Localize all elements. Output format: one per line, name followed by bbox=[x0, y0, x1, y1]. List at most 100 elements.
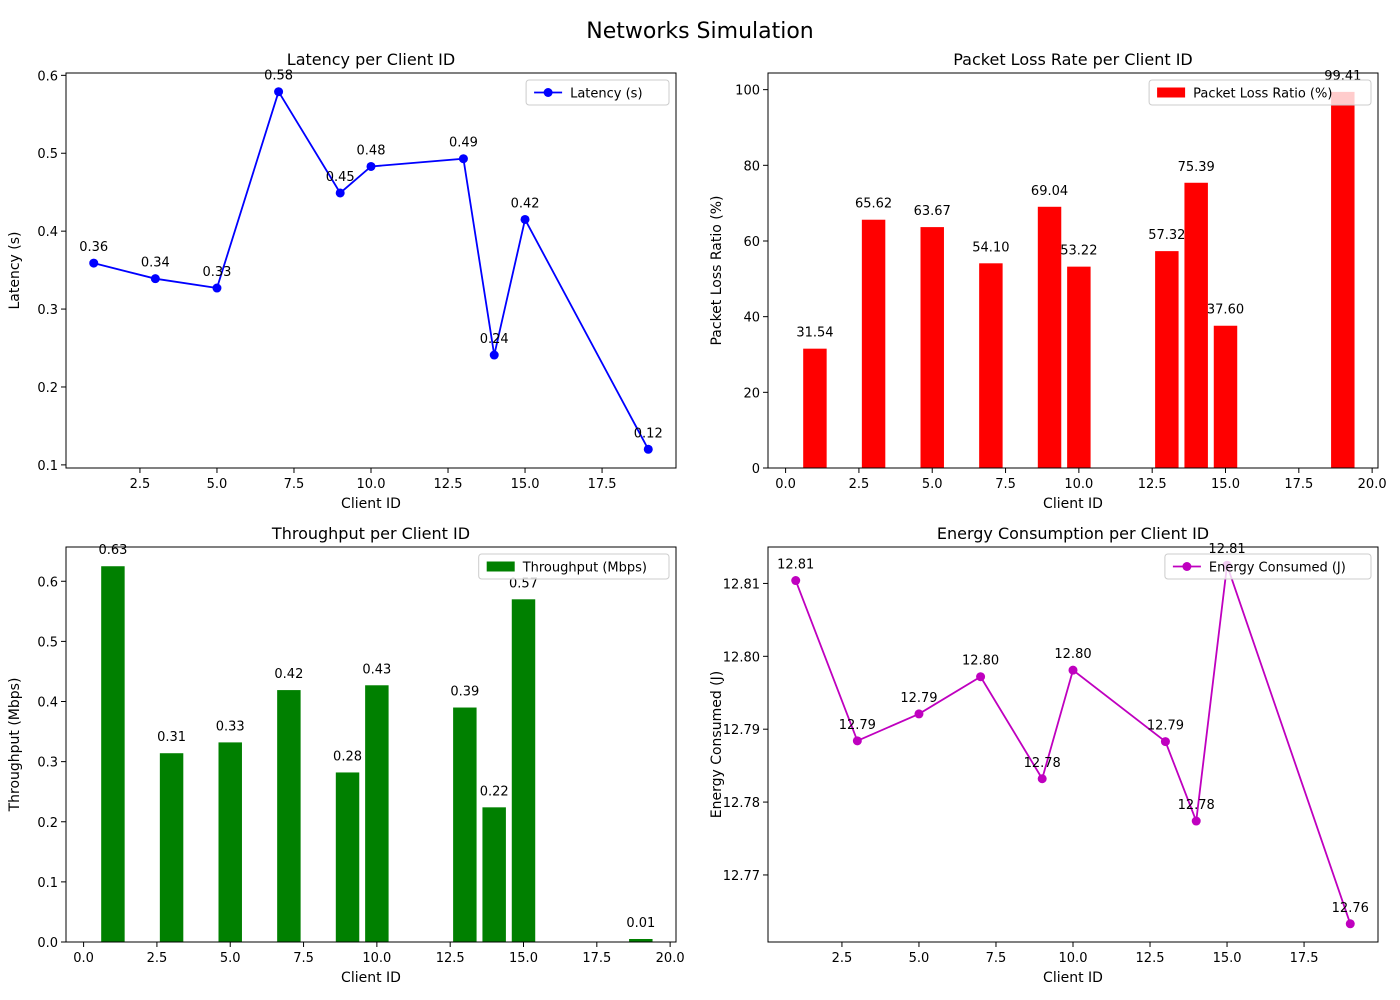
energy-data-point bbox=[1160, 737, 1170, 747]
latency-data-point bbox=[150, 274, 160, 284]
throughput-x-axis-label: Client ID bbox=[341, 970, 401, 986]
packet-loss-y-tick-label: 100 bbox=[735, 84, 760, 99]
panels: Latency per Client ID Client ID Latency (s… bbox=[7, 50, 1387, 986]
throughput-bar bbox=[511, 599, 536, 942]
latency-data-point bbox=[458, 154, 468, 164]
energy-data-label: 12.81 bbox=[1208, 542, 1245, 557]
energy-data-point bbox=[976, 672, 986, 682]
latency-legend-box bbox=[525, 79, 670, 106]
throughput-y-tick-label: 0.2 bbox=[37, 816, 58, 831]
throughput-bar bbox=[218, 742, 242, 942]
packet-loss-axes-frame bbox=[767, 72, 1379, 469]
throughput-data-label: 0.28 bbox=[333, 749, 362, 764]
energy-data-label: 12.79 bbox=[1147, 719, 1184, 734]
energy-y-tick-label: 12.81 bbox=[723, 577, 760, 592]
throughput-axes-frame bbox=[65, 546, 677, 943]
latency-data-point bbox=[335, 188, 345, 198]
energy-data-label: 12.78 bbox=[1024, 756, 1061, 771]
latency-y-tick-label: 0.3 bbox=[37, 303, 58, 318]
latency-data-label: 0.49 bbox=[449, 136, 478, 151]
energy-data-point bbox=[1191, 816, 1201, 826]
throughput-x-tick-label: 17.5 bbox=[582, 951, 611, 966]
packet-loss-legend-label: Packet Loss Ratio (%) bbox=[1193, 87, 1332, 102]
packet-loss-data-label: 57.32 bbox=[1148, 228, 1185, 243]
throughput-x-tick-label: 0.0 bbox=[73, 951, 94, 966]
latency-data-label: 0.24 bbox=[480, 332, 509, 347]
packet-loss-bar bbox=[920, 227, 944, 468]
latency-x-axis-label: Client ID bbox=[341, 496, 401, 512]
latency-data-label: 0.48 bbox=[357, 143, 386, 158]
energy-data-label: 12.80 bbox=[1054, 647, 1091, 662]
latency-x-tick-label: 15.0 bbox=[511, 477, 540, 492]
latency-legend-marker bbox=[543, 88, 553, 97]
energy-data-point bbox=[852, 736, 862, 746]
energy-chart-title: Energy Consumption per Client ID bbox=[937, 524, 1209, 543]
packet-loss-bar bbox=[803, 348, 827, 468]
packet-loss-data-label: 54.10 bbox=[972, 240, 1009, 255]
packet-loss-legend-box bbox=[1148, 79, 1372, 106]
energy-data-label: 12.81 bbox=[777, 558, 814, 573]
throughput-x-tick-label: 10.0 bbox=[362, 951, 391, 966]
latency-legend: Latency (s) bbox=[525, 79, 670, 106]
latency-y-tick-label: 0.5 bbox=[37, 147, 58, 162]
throughput-data-label: 0.57 bbox=[509, 576, 538, 591]
packet-loss-panel: Packet Loss Rate per Client ID Client ID P… bbox=[709, 50, 1387, 512]
packet-loss-y-axis-label: Packet Loss Ratio (%) bbox=[709, 195, 725, 345]
packet-loss-data-label: 37.60 bbox=[1207, 303, 1244, 318]
packet-loss-legend: Packet Loss Ratio (%) bbox=[1148, 79, 1372, 106]
energy-data-label: 12.79 bbox=[900, 691, 937, 706]
latency-data-label: 0.42 bbox=[511, 196, 540, 211]
energy-legend-box bbox=[1164, 553, 1372, 580]
throughput-bar bbox=[159, 753, 184, 942]
throughput-y-tick-label: 0.6 bbox=[37, 575, 58, 590]
energy-legend-marker bbox=[1182, 562, 1192, 571]
packet-loss-x-tick-label: 10.0 bbox=[1064, 477, 1093, 492]
throughput-y-tick-label: 0.4 bbox=[37, 696, 58, 711]
throughput-y-tick-label: 0.3 bbox=[37, 756, 58, 771]
throughput-bar bbox=[629, 938, 653, 942]
latency-legend-label: Latency (s) bbox=[570, 87, 642, 102]
packet-loss-x-tick-label: 15.0 bbox=[1211, 477, 1240, 492]
energy-axes-frame bbox=[767, 546, 1379, 943]
packet-loss-x-tick-label: 5.0 bbox=[922, 477, 943, 492]
packet-loss-x-tick-label: 2.5 bbox=[849, 477, 870, 492]
latency-y-axis-label: Latency (s) bbox=[7, 231, 23, 309]
latency-data-point bbox=[520, 214, 530, 224]
throughput-data-label: 0.31 bbox=[157, 730, 186, 745]
packet-loss-x-axis-label: Client ID bbox=[1043, 496, 1103, 512]
throughput-data-label: 0.39 bbox=[450, 685, 479, 700]
packet-loss-bar bbox=[1331, 91, 1355, 468]
throughput-panel: Throughput per Client ID Client ID Through… bbox=[7, 524, 685, 986]
throughput-bar bbox=[277, 690, 301, 942]
energy-data-point bbox=[791, 576, 801, 586]
latency-panel: Latency per Client ID Client ID Latency (s… bbox=[7, 50, 677, 512]
latency-data-label: 0.12 bbox=[634, 426, 663, 441]
energy-data-label: 12.78 bbox=[1178, 798, 1215, 813]
energy-x-tick-label: 17.5 bbox=[1290, 951, 1319, 966]
packet-loss-data-label: 63.67 bbox=[914, 204, 951, 219]
energy-series-line bbox=[794, 564, 1352, 925]
energy-data-label: 12.76 bbox=[1332, 901, 1369, 916]
latency-y-tick-label: 0.6 bbox=[37, 69, 58, 84]
packet-loss-chart-title: Packet Loss Rate per Client ID bbox=[953, 50, 1193, 69]
throughput-x-tick-label: 2.5 bbox=[147, 951, 168, 966]
throughput-bar bbox=[335, 772, 360, 942]
packet-loss-data-label: 65.62 bbox=[855, 197, 892, 212]
energy-legend: Energy Consumed (J) bbox=[1164, 553, 1372, 580]
latency-plot-area: 0.36 0.34 0.33 0.58 0.450.48 0.49 0.24 0.42 0.12 bbox=[79, 69, 663, 454]
latency-data-label: 0.33 bbox=[202, 265, 231, 280]
packet-loss-x-tick-label: 12.5 bbox=[1138, 477, 1167, 492]
packet-loss-data-label: 69.04 bbox=[1031, 184, 1068, 199]
latency-x-tick-label: 7.5 bbox=[284, 477, 305, 492]
energy-panel: Energy Consumption per Client ID Client I… bbox=[709, 524, 1379, 986]
latency-x-tick-label: 10.0 bbox=[357, 477, 386, 492]
latency-axes-frame bbox=[65, 72, 677, 469]
packet-loss-bar bbox=[1037, 206, 1062, 468]
latency-x-tick-label: 12.5 bbox=[434, 477, 463, 492]
energy-x-tick-label: 7.5 bbox=[986, 951, 1007, 966]
throughput-x-tick-label: 15.0 bbox=[509, 951, 538, 966]
latency-data-label: 0.45 bbox=[326, 170, 355, 185]
throughput-data-label: 0.63 bbox=[98, 543, 127, 558]
energy-data-label: 12.80 bbox=[962, 654, 999, 669]
latency-y-tick-label: 0.2 bbox=[37, 381, 58, 396]
